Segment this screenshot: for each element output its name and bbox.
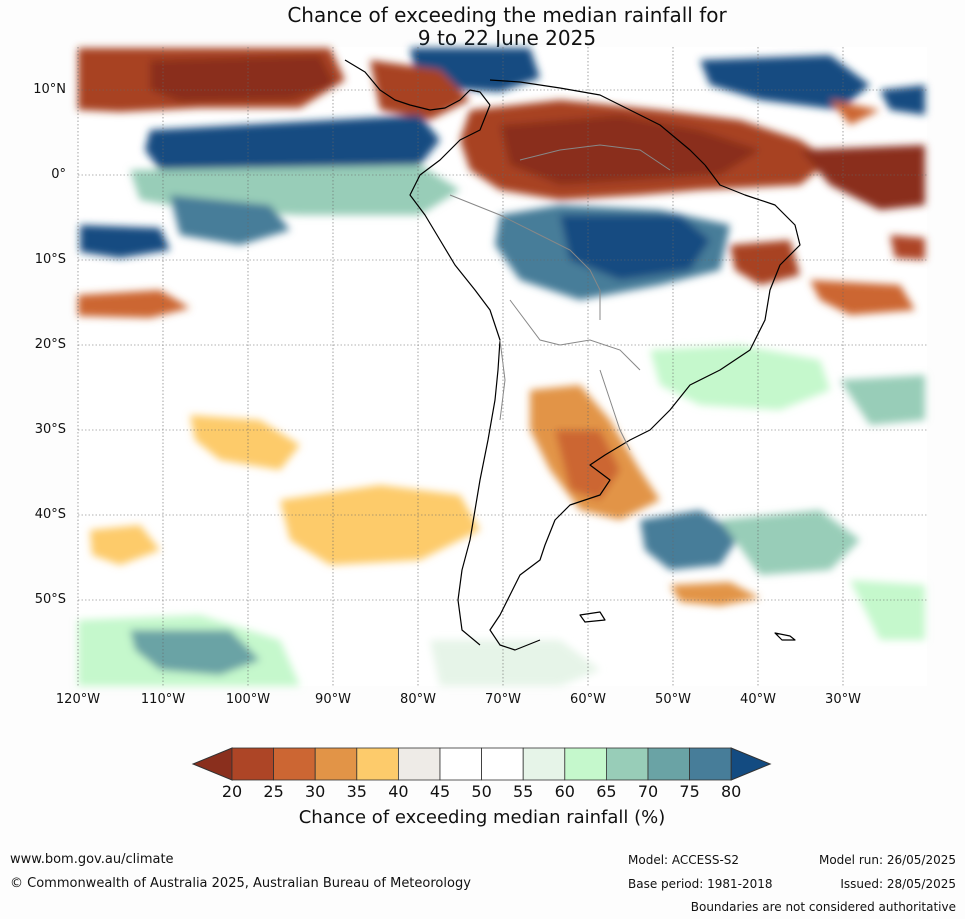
dry-zone-brazil-ne xyxy=(730,240,800,285)
colorbar-tick-label: 55 xyxy=(513,782,534,801)
lon-label-70w: 70°W xyxy=(485,692,521,707)
dry-zone-south-pacific-west xyxy=(190,415,300,470)
colorbar-cell xyxy=(397,747,441,781)
moist-zone-atlantic-east xyxy=(840,375,925,425)
footer-issued: Issued: 28/05/2025 xyxy=(840,877,956,891)
footer-disclaimer: Boundaries are not considered authoritat… xyxy=(690,900,956,914)
border-5 xyxy=(599,369,631,451)
lat-label-40s: 40°S xyxy=(34,507,66,522)
lon-label-90w: 90°W xyxy=(315,692,351,707)
dry-zone-south-pacific xyxy=(280,485,480,565)
colorbar-cell xyxy=(689,747,732,781)
moist-zone-southeast xyxy=(850,580,925,640)
colorbar-tick-label: 50 xyxy=(471,782,492,801)
wet-zone-east-north xyxy=(700,55,870,110)
south-america-coastline xyxy=(409,104,801,651)
moist-zone-south-atlantic xyxy=(720,510,860,575)
colorbar-cell xyxy=(564,747,607,781)
rainfall-map xyxy=(77,47,927,686)
colorbar-tick-label: 30 xyxy=(305,782,326,801)
dry-zone-atlantic-west-equator xyxy=(890,235,925,260)
colorbar-cell xyxy=(356,747,399,781)
wet-zone-equatorial-pacific xyxy=(145,115,440,180)
wet-zone-pacific-west xyxy=(80,225,170,258)
border-2 xyxy=(509,299,641,371)
footer-model-run: Model run: 26/05/2025 xyxy=(818,853,956,867)
lon-label-30w: 30°W xyxy=(825,692,861,707)
colorbar-cell xyxy=(439,747,482,781)
colorbar-tick-label: 25 xyxy=(263,782,284,801)
dry-zone-east-equator xyxy=(800,145,925,210)
colorbar-tick-label: 20 xyxy=(221,782,243,801)
colorbar-cell xyxy=(273,747,316,781)
title-line-1: Chance of exceeding the median rainfall … xyxy=(287,3,727,27)
country-borders xyxy=(449,144,671,451)
footer-model: Model: ACCESS-S2 xyxy=(628,853,740,867)
wet-zone-south-atlantic xyxy=(640,510,740,570)
colorbar-cell xyxy=(231,747,274,781)
falklands-coastline xyxy=(579,611,606,623)
colorbar-tick-label: 35 xyxy=(346,782,367,801)
lat-label-50s: 50°S xyxy=(34,592,66,607)
colorbar xyxy=(191,747,772,781)
map-title: Chance of exceeding the median rainfall … xyxy=(0,4,965,50)
colorbar-tick-label: 40 xyxy=(388,782,409,801)
border-1 xyxy=(449,194,601,320)
title-line-2: 9 to 22 June 2025 xyxy=(417,26,597,50)
colorbar-tick-label: 80 xyxy=(721,782,742,801)
footer-copyright: © Commonwealth of Australia 2025, Austra… xyxy=(10,876,471,891)
coastlines xyxy=(344,59,801,651)
colorbar-tick-label: 75 xyxy=(679,782,700,801)
footer-url[interactable]: www.bom.gov.au/climate xyxy=(10,852,174,867)
wet-zone-amazon-core xyxy=(560,215,710,280)
lat-label-20s: 20°S xyxy=(34,337,66,352)
central-america-coastline xyxy=(344,59,491,111)
footer-base-period: Base period: 1981-2018 xyxy=(628,877,773,891)
wet-zone-pacific-mid xyxy=(170,195,290,245)
border-3 xyxy=(499,339,506,421)
colorbar-arrow-high xyxy=(730,747,772,781)
wet-zone-southwest xyxy=(130,630,260,675)
lon-label-50w: 50°W xyxy=(655,692,691,707)
lon-label-60w: 60°W xyxy=(570,692,606,707)
dry-zone-argentina-core xyxy=(555,430,620,500)
colorbar-label: Chance of exceeding median rainfall (%) xyxy=(298,807,666,828)
dry-zone-caribbean xyxy=(370,60,470,120)
lat-label-0: 0° xyxy=(51,167,66,182)
lon-label-80w: 80°W xyxy=(400,692,436,707)
south-georgia-coastline xyxy=(774,632,796,641)
caribbean-coastline xyxy=(489,79,706,166)
graticule xyxy=(77,47,927,686)
colorbar-tick-label: 65 xyxy=(596,782,617,801)
colorbar-cell xyxy=(647,747,690,781)
colorbar-cell xyxy=(481,747,524,781)
lat-label-30s: 30°S xyxy=(34,422,66,437)
colorbar-tick-label: 60 xyxy=(554,782,575,801)
border-4 xyxy=(519,144,671,171)
lat-label-10n: 10°N xyxy=(33,82,66,97)
dry-zone-amazon-core xyxy=(500,115,760,185)
moist-zone-south-center xyxy=(430,640,600,686)
colorbar-cell xyxy=(522,747,566,781)
colorbar-arrow-low xyxy=(191,747,233,781)
moist-zone-brazil-south xyxy=(650,345,830,410)
colorbar-cells xyxy=(191,747,772,781)
dry-zone-south-pacific-far-west xyxy=(90,525,160,565)
lon-label-110w: 110°W xyxy=(140,692,186,707)
colorbar-cell xyxy=(314,747,358,781)
lat-label-10s: 10°S xyxy=(34,252,66,267)
dry-zone-west-pacific-15s xyxy=(78,290,190,318)
colorbar-cell xyxy=(605,747,649,781)
lon-label-120w: 120°W xyxy=(55,692,101,707)
colorbar-tick-label: 45 xyxy=(429,782,451,801)
wet-zone-east-north-2 xyxy=(880,85,925,115)
dry-zone-atlantic-15s xyxy=(810,280,915,315)
lon-label-40w: 40°W xyxy=(740,692,776,707)
dry-zone-northeast xyxy=(830,100,880,125)
lon-label-100w: 100°W xyxy=(225,692,271,707)
colorbar-tick-label: 70 xyxy=(637,782,659,801)
